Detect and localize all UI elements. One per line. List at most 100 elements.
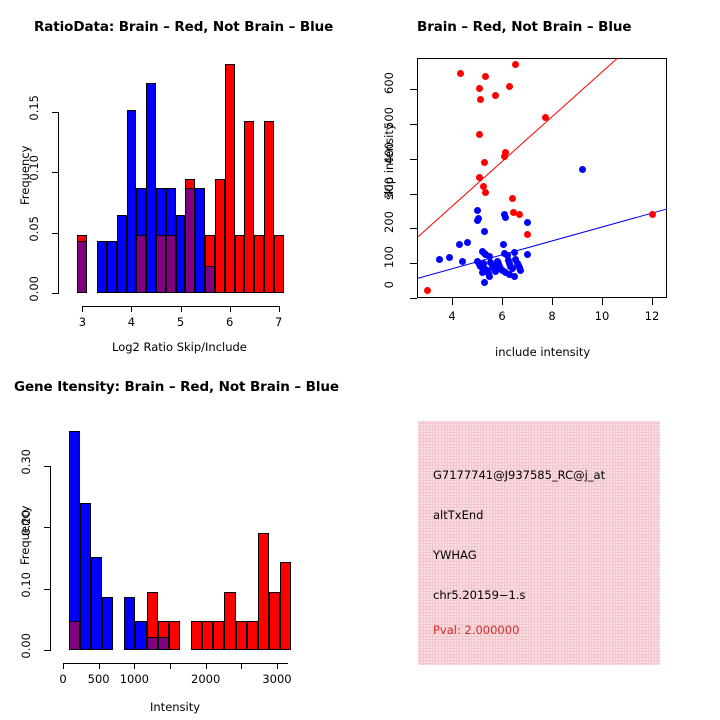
gene-y-tick bbox=[44, 588, 51, 590]
gene-y-tick-label: 0.30 bbox=[19, 449, 33, 475]
gene-x-tick-label: 2000 bbox=[191, 672, 221, 686]
scatter-y-tick-label: 400 bbox=[382, 141, 396, 164]
gene-y-tick bbox=[44, 527, 51, 529]
ratio-y-axis-line bbox=[58, 112, 59, 293]
ratio-bar bbox=[126, 109, 137, 293]
ratio-x-tick bbox=[229, 306, 231, 312]
gene-bar bbox=[191, 620, 203, 650]
gene-bar bbox=[68, 431, 80, 650]
ratio-y-tick bbox=[52, 112, 59, 114]
panel-info: G7177741@J937585_RC@j_at altTxEnd YWHAG … bbox=[360, 360, 720, 720]
gene-x-tick-label: 1000 bbox=[119, 672, 149, 686]
scatter-point bbox=[481, 278, 488, 286]
scatter-y-tick-label: 500 bbox=[382, 107, 396, 130]
scatter-point bbox=[523, 251, 531, 259]
scatter-point bbox=[436, 256, 443, 264]
scatter-point bbox=[476, 131, 483, 139]
gene-histogram-plot-area: 0.00 0.10 0.20 0.30 0 500 1000 2000 3000 bbox=[0, 360, 360, 720]
gene-y-tick bbox=[44, 650, 51, 651]
scatter-point bbox=[508, 195, 516, 203]
ratio-bar-overlap bbox=[185, 188, 196, 293]
ratio-y-tick bbox=[52, 172, 59, 174]
gene-bar-overlap bbox=[68, 620, 80, 650]
scatter-point bbox=[481, 159, 488, 167]
scatter-point bbox=[482, 72, 490, 80]
gene-bar bbox=[246, 620, 258, 650]
scatter-x-tick-label: 6 bbox=[498, 309, 506, 323]
gene-x-tick-label: 0 bbox=[59, 672, 67, 686]
ratio-y-tick-label: 0.10 bbox=[27, 155, 41, 182]
gene-bar bbox=[213, 620, 225, 650]
scatter-plot-area: 0 100 200 300 400 500 600 4 6 8 10 12 bbox=[360, 0, 720, 360]
ratio-histogram-xlabel: Log2 Ratio Skip/Include bbox=[112, 340, 247, 354]
gene-y-tick-label: 0.10 bbox=[19, 571, 33, 598]
ratio-y-tick-label: 0.15 bbox=[27, 95, 41, 121]
pval-text: Pval: 2.000000 bbox=[433, 623, 520, 637]
gene-x-tick-label: 3000 bbox=[262, 672, 292, 686]
scatter-x-tick bbox=[552, 298, 553, 305]
gene-x-axis-line bbox=[63, 663, 288, 664]
scatter-point bbox=[476, 84, 483, 92]
gene-bar-overlap bbox=[146, 636, 158, 650]
scatter-point bbox=[492, 268, 500, 276]
scatter-y-tick-label: 100 bbox=[382, 246, 396, 269]
gene-bar bbox=[268, 591, 281, 650]
scatter-point bbox=[508, 264, 516, 272]
scatter-point bbox=[482, 251, 490, 259]
gene-bar bbox=[79, 503, 91, 650]
gene-y-tick bbox=[44, 466, 51, 467]
scatter-point bbox=[423, 286, 431, 294]
scatter-point bbox=[481, 227, 488, 235]
scatter-point bbox=[457, 70, 465, 78]
gene-bar bbox=[235, 620, 247, 650]
scatter-point bbox=[486, 272, 493, 280]
ratio-bar-overlap bbox=[156, 235, 166, 293]
ratio-x-tick bbox=[82, 306, 84, 312]
ratio-y-tick-label: 0.05 bbox=[27, 215, 41, 242]
scatter-y-tick bbox=[410, 228, 417, 230]
gene-bar bbox=[257, 533, 269, 650]
gene-x-tick bbox=[205, 663, 207, 669]
ratio-x-tick-label: 4 bbox=[127, 315, 136, 329]
ratio-bar bbox=[214, 178, 225, 293]
scatter-point bbox=[578, 165, 586, 173]
ratio-x-tick bbox=[131, 306, 133, 312]
scatter-y-tick bbox=[410, 158, 417, 160]
scatter-point bbox=[463, 238, 471, 246]
scatter-x-tick bbox=[452, 298, 453, 305]
ratio-x-tick-label: 7 bbox=[275, 315, 283, 329]
gene-bar bbox=[135, 620, 147, 650]
scatter-point bbox=[503, 252, 511, 260]
ratio-bar bbox=[97, 241, 107, 293]
ratio-bar bbox=[195, 188, 206, 293]
scatter-point bbox=[516, 210, 523, 218]
scatter-point bbox=[482, 189, 490, 197]
ratio-bar bbox=[264, 120, 274, 293]
gene-symbol-text: YWHAG bbox=[433, 548, 477, 562]
ratio-bar bbox=[106, 241, 117, 293]
not-brain-fit-line bbox=[417, 208, 667, 279]
gene-x-tick-label: 500 bbox=[87, 672, 110, 686]
scatter-point bbox=[458, 258, 466, 266]
scatter-point bbox=[479, 183, 487, 191]
scatter-x-tick-label: 8 bbox=[548, 309, 556, 323]
scatter-clip bbox=[417, 58, 667, 298]
scatter-point bbox=[473, 207, 481, 215]
panel-scatter: Brain – Red, Not Brain – Blue skip inten… bbox=[360, 0, 720, 360]
scatter-point bbox=[486, 252, 493, 260]
ratio-histogram-title: RatioData: Brain – Red, Not Brain – Blue bbox=[34, 19, 334, 35]
scatter-point bbox=[501, 153, 508, 161]
scatter-point bbox=[511, 248, 518, 256]
gene-histogram-xlabel: Intensity bbox=[150, 700, 201, 714]
ratio-y-tick bbox=[52, 293, 59, 294]
gene-histogram-title: Gene Itensity: Brain – Red, Not Brain – … bbox=[14, 379, 339, 395]
ratio-bar-overlap bbox=[205, 266, 215, 293]
gene-bar bbox=[90, 556, 102, 650]
ratio-x-tick-label: 3 bbox=[78, 315, 87, 329]
scatter-y-tick bbox=[410, 89, 417, 91]
gene-bar bbox=[224, 591, 236, 650]
gene-y-tick-label: 0.20 bbox=[19, 510, 33, 536]
gene-x-tick bbox=[98, 663, 100, 669]
gene-x-tick bbox=[170, 663, 171, 669]
ratio-y-tick-label: 0.00 bbox=[27, 276, 41, 302]
